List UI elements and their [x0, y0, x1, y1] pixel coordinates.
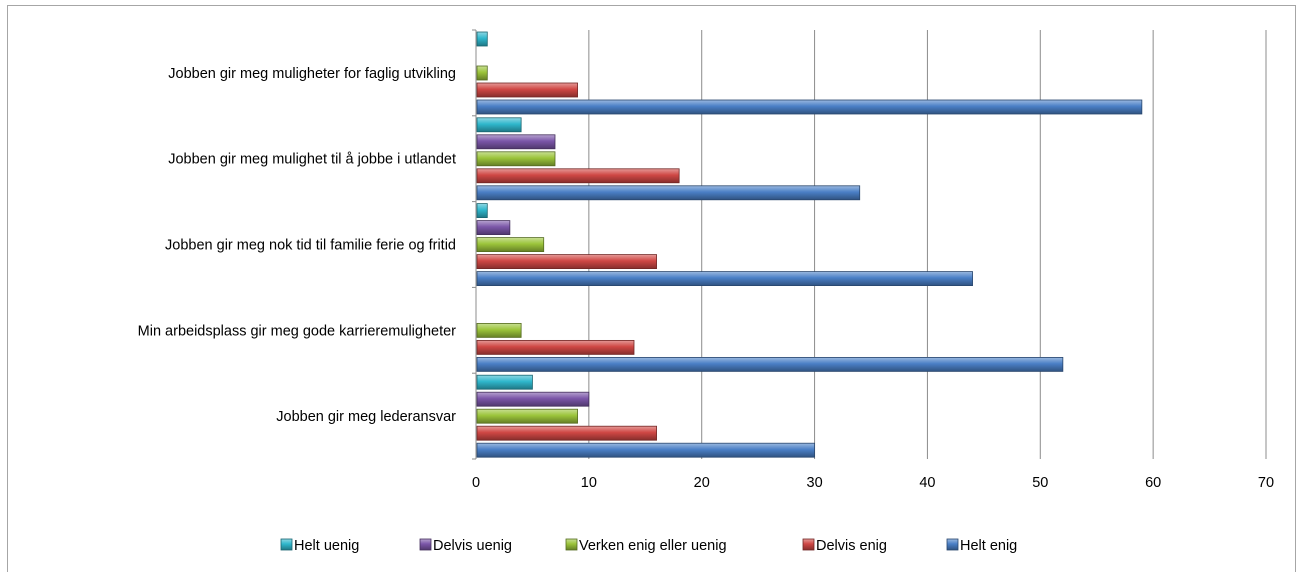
- bar-helt-enig: [476, 185, 861, 201]
- bar-helt-enig: [476, 442, 815, 458]
- bar-helt-uenig: [476, 31, 488, 47]
- legend-swatch: [419, 538, 432, 551]
- legend-swatch: [802, 538, 815, 551]
- x-tick-label: 20: [694, 475, 710, 491]
- legend-swatch: [280, 538, 293, 551]
- bar-helt-enig: [476, 356, 1064, 372]
- category-label: Jobben gir meg muligheter for faglig utv…: [168, 66, 456, 82]
- bar-helt-uenig: [476, 117, 522, 133]
- bar-delvis-enig: [476, 254, 657, 270]
- legend-label: Verken enig eller uenig: [579, 538, 727, 554]
- category-label: Jobben gir meg mulighet til å jobbe i ut…: [168, 152, 456, 168]
- category-labels: Jobben gir meg muligheter for faglig utv…: [138, 66, 457, 425]
- x-tick-label: 50: [1032, 475, 1048, 491]
- category-label: Jobben gir meg nok tid til familie ferie…: [165, 238, 456, 254]
- bar-delvis-uenig: [476, 391, 590, 407]
- bar-helt-uenig: [476, 203, 488, 219]
- bar-helt-enig: [476, 271, 973, 287]
- tick-labels: 0 10 20 30 40 50 60 70: [472, 475, 1274, 491]
- gridlines: [588, 30, 1267, 459]
- category-label: Jobben gir meg lederansvar: [276, 409, 456, 425]
- bar-delvis-enig: [476, 425, 657, 441]
- bar-verken-enig-eller-uenig: [476, 408, 578, 424]
- bar-verken-enig-eller-uenig: [476, 151, 556, 167]
- bar-delvis-uenig: [476, 134, 556, 150]
- x-tick-label: 40: [919, 475, 935, 491]
- x-tick-label: 30: [807, 475, 823, 491]
- x-tick-label: 10: [581, 475, 597, 491]
- bar-delvis-enig: [476, 168, 680, 184]
- x-tick-label: 60: [1145, 475, 1161, 491]
- bar-delvis-enig: [476, 339, 635, 355]
- bar-verken-enig-eller-uenig: [476, 65, 488, 81]
- bar-verken-enig-eller-uenig: [476, 322, 522, 338]
- chart-frame: [7, 5, 1296, 572]
- legend-label: Delvis uenig: [433, 538, 512, 554]
- bar-helt-uenig: [476, 374, 533, 390]
- bar-delvis-uenig: [476, 220, 511, 236]
- legend-label: Delvis enig: [816, 538, 887, 554]
- bar-verken-enig-eller-uenig: [476, 237, 545, 253]
- bars: [476, 31, 1143, 458]
- legend-swatch: [946, 538, 959, 551]
- bar-helt-enig: [476, 99, 1143, 115]
- x-tick-label: 0: [472, 475, 480, 491]
- category-label: Min arbeidsplass gir meg gode karrieremu…: [138, 323, 457, 339]
- legend-label: Helt enig: [960, 538, 1017, 554]
- legend: Helt uenig Delvis uenig Verken enig eller …: [280, 538, 1017, 554]
- legend-label: Helt uenig: [294, 538, 359, 554]
- axes: [472, 29, 477, 460]
- legend-swatch: [565, 538, 578, 551]
- bar-delvis-enig: [476, 82, 578, 98]
- x-tick-label: 70: [1258, 475, 1274, 491]
